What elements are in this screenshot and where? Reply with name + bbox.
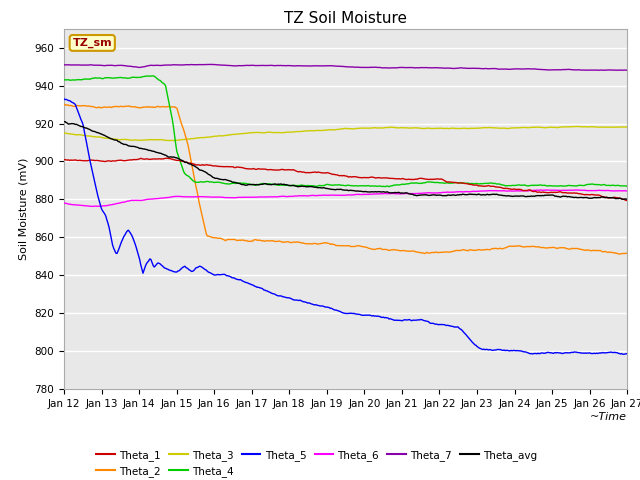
Y-axis label: Soil Moisture (mV): Soil Moisture (mV) (19, 157, 29, 260)
Text: TZ_sm: TZ_sm (72, 38, 112, 48)
Legend: Theta_1, Theta_2, Theta_3, Theta_4, Theta_5, Theta_6, Theta_7, Theta_avg: Theta_1, Theta_2, Theta_3, Theta_4, Thet… (92, 445, 541, 480)
Title: TZ Soil Moisture: TZ Soil Moisture (284, 11, 407, 26)
Text: ~Time: ~Time (590, 412, 627, 422)
